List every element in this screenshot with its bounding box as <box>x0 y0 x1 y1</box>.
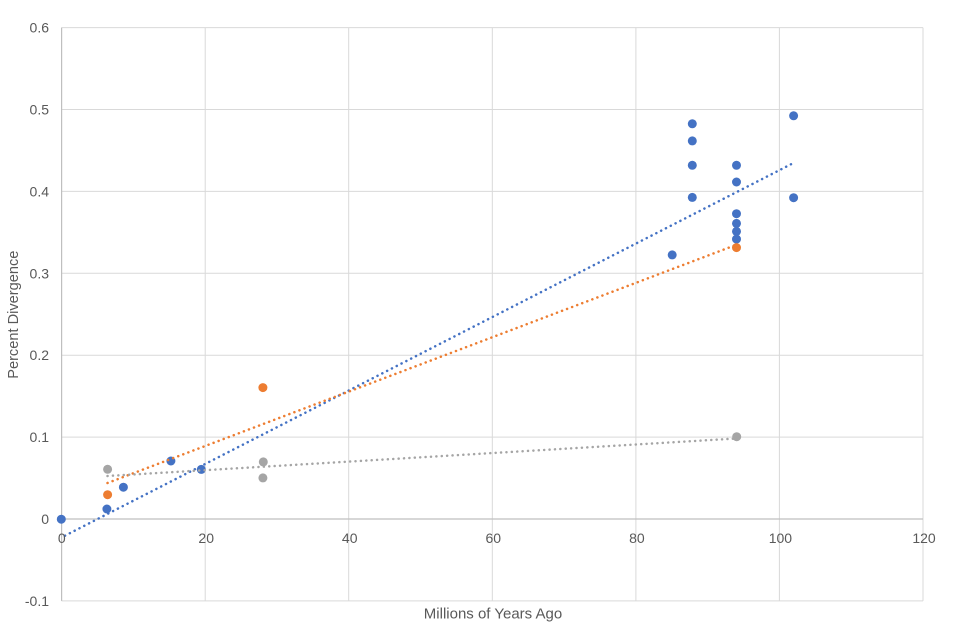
svg-text:Percent Divergence: Percent Divergence <box>6 251 22 379</box>
svg-text:0.3: 0.3 <box>30 265 50 281</box>
svg-text:100: 100 <box>769 530 793 546</box>
svg-text:0: 0 <box>41 511 49 527</box>
svg-text:-0.1: -0.1 <box>25 593 49 609</box>
svg-text:0: 0 <box>58 530 66 546</box>
svg-text:0.5: 0.5 <box>30 102 50 118</box>
svg-text:60: 60 <box>486 530 502 546</box>
svg-text:Millions of Years Ago: Millions of Years Ago <box>424 606 562 623</box>
svg-text:0.6: 0.6 <box>30 20 50 36</box>
svg-text:0.1: 0.1 <box>30 429 50 445</box>
svg-text:20: 20 <box>198 530 214 546</box>
svg-text:0.4: 0.4 <box>30 183 50 199</box>
svg-text:0.2: 0.2 <box>30 347 50 363</box>
svg-text:80: 80 <box>629 530 645 546</box>
svg-text:40: 40 <box>342 530 358 546</box>
svg-text:120: 120 <box>912 530 936 546</box>
